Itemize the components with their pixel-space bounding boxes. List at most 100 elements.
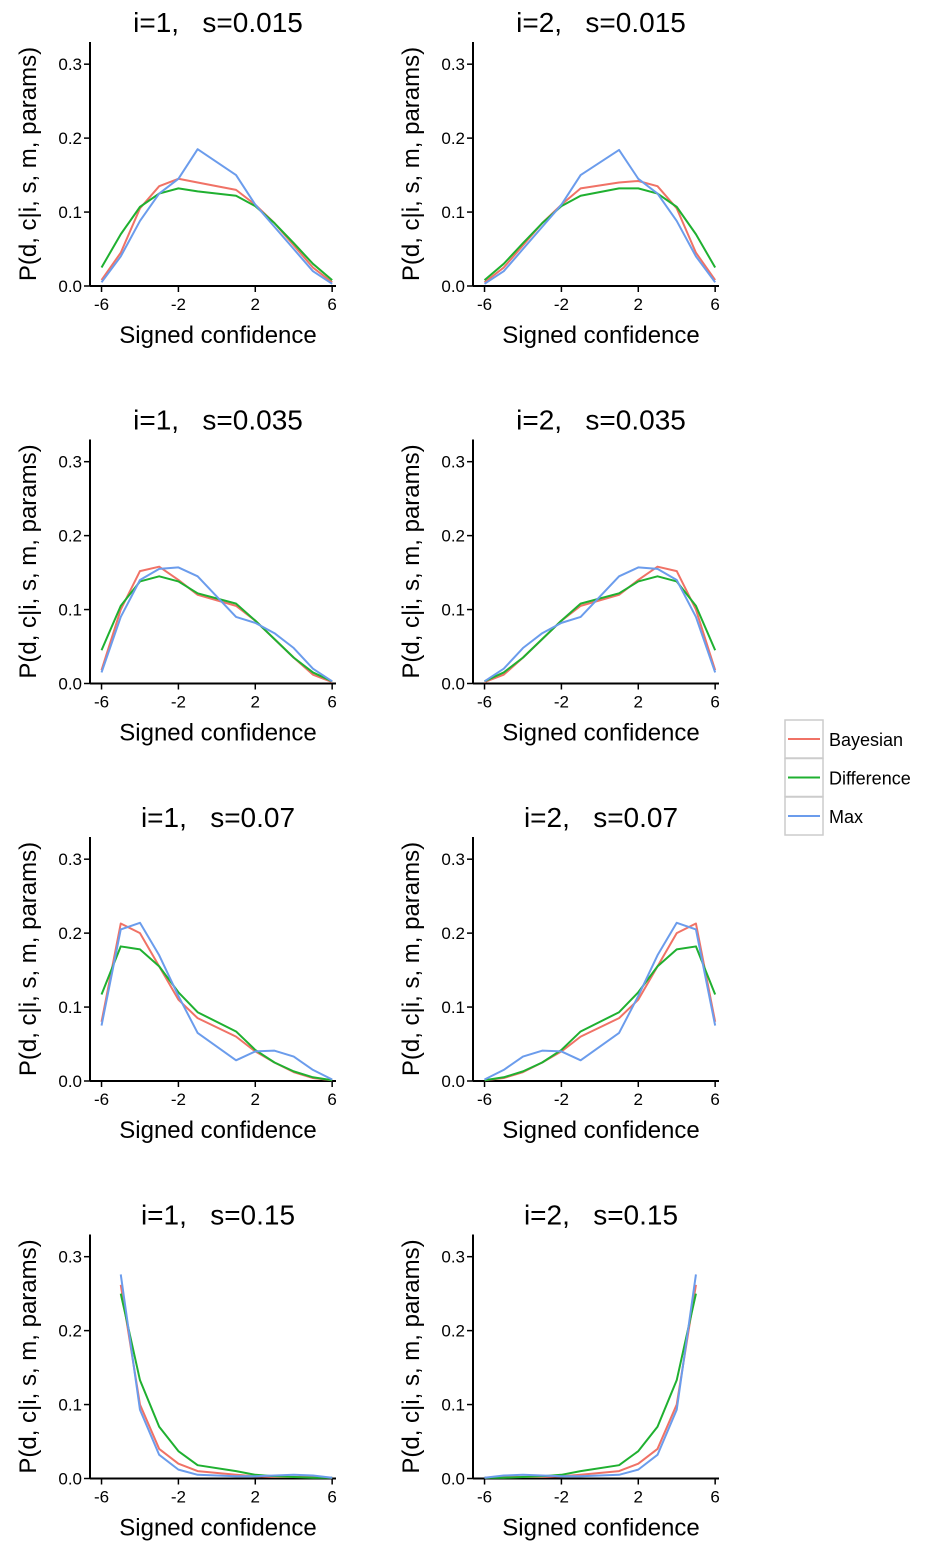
legend-label: Max	[829, 807, 863, 827]
x-tick-label: -6	[477, 295, 492, 314]
x-axis-label: Signed confidence	[502, 1515, 699, 1542]
x-axis-label: Signed confidence	[502, 720, 699, 747]
x-tick-label: -2	[554, 1488, 569, 1507]
x-tick-label: 6	[327, 1488, 336, 1507]
panel-title: i=2, s=0.07	[524, 802, 678, 833]
x-tick-label: -6	[477, 1090, 492, 1109]
y-tick-label: 0.3	[441, 1248, 465, 1267]
y-tick-label: 0.2	[58, 527, 82, 546]
x-tick-label: -2	[171, 295, 186, 314]
series-line	[100, 187, 333, 281]
y-tick-label: 0.1	[58, 998, 82, 1017]
x-tick-label: 6	[710, 1488, 719, 1507]
x-tick-label: -6	[94, 1090, 109, 1109]
panel: i=1, s=0.035 0.0 0.1 0.2 0.3 -6 -2 2 6 Signed con…	[15, 405, 337, 747]
y-tick-label: 0.2	[58, 129, 82, 148]
x-axis-label: Signed confidence	[502, 1117, 699, 1144]
x-tick-label: 2	[251, 295, 260, 314]
series-line	[100, 922, 333, 1082]
panel-title: i=1, s=0.07	[141, 802, 295, 833]
x-tick-label: 6	[327, 1090, 336, 1109]
y-tick-label: 0.0	[58, 1470, 82, 1489]
y-axis-label: P(d, c|i, s, m, params)	[398, 842, 425, 1076]
x-tick-label: 2	[251, 1488, 260, 1507]
x-tick-label: -2	[171, 1090, 186, 1109]
legend-label: Difference	[829, 769, 911, 789]
y-tick-label: 0.2	[441, 527, 465, 546]
series-line	[484, 565, 717, 683]
y-tick-label: 0.3	[58, 850, 82, 869]
y-tick-label: 0.0	[441, 1470, 465, 1489]
legend: Bayesian Difference Max	[784, 719, 911, 836]
y-tick-label: 0.1	[441, 1396, 465, 1415]
y-tick-label: 0.1	[58, 1396, 82, 1415]
y-tick-label: 0.3	[58, 453, 82, 472]
y-tick-label: 0.3	[441, 55, 465, 74]
series-line	[100, 575, 333, 683]
y-tick-label: 0.1	[58, 601, 82, 620]
series-line	[100, 566, 333, 683]
y-tick-label: 0.3	[58, 1248, 82, 1267]
x-tick-label: -6	[94, 693, 109, 712]
x-tick-label: 6	[710, 693, 719, 712]
panel-title: i=2, s=0.15	[524, 1200, 678, 1231]
panel: i=2, s=0.035 0.0 0.1 0.2 0.3 -6 -2 2 6 Signed con…	[398, 405, 720, 747]
panel: i=2, s=0.15 0.0 0.1 0.2 0.3 -6 -2 2 6 Signed conf…	[398, 1200, 720, 1542]
series-line	[119, 1293, 333, 1479]
y-tick-label: 0.1	[441, 203, 465, 222]
series-line	[483, 180, 716, 284]
x-tick-label: -2	[554, 1090, 569, 1109]
panel: i=2, s=0.015 0.0 0.1 0.2 0.3 -6 -2 2 6 Signed con…	[398, 7, 720, 349]
y-tick-label: 0.0	[58, 277, 82, 296]
series-line	[484, 945, 717, 1082]
x-tick-label: -6	[477, 693, 492, 712]
y-tick-label: 0.0	[441, 1072, 465, 1091]
y-tick-label: 0.0	[441, 277, 465, 296]
series-line	[483, 566, 717, 683]
x-axis-label: Signed confidence	[119, 1515, 316, 1542]
y-axis-label: P(d, c|i, s, m, params)	[398, 1239, 425, 1473]
x-tick-label: 2	[634, 1090, 643, 1109]
y-tick-label: 0.2	[441, 129, 465, 148]
series-line	[484, 1274, 697, 1479]
series-line	[100, 921, 333, 1081]
x-axis-label: Signed confidence	[119, 720, 316, 747]
y-tick-label: 0.0	[58, 675, 82, 694]
x-tick-label: 2	[251, 693, 260, 712]
panel-title: i=1, s=0.015	[133, 7, 303, 38]
y-tick-label: 0.0	[441, 675, 465, 694]
x-tick-label: 6	[710, 1090, 719, 1109]
series-line	[119, 1284, 333, 1479]
y-tick-label: 0.2	[58, 1322, 82, 1341]
series-line	[100, 177, 333, 284]
y-tick-label: 0.1	[441, 998, 465, 1017]
series-line	[484, 1284, 697, 1479]
y-axis-label: P(d, c|i, s, m, params)	[15, 1239, 42, 1473]
x-axis-label: Signed confidence	[119, 322, 316, 349]
x-tick-label: 6	[327, 693, 336, 712]
legend-label: Bayesian	[829, 730, 903, 750]
y-axis-label: P(d, c|i, s, m, params)	[398, 444, 425, 678]
y-tick-label: 0.2	[58, 924, 82, 943]
x-tick-label: -2	[171, 693, 186, 712]
x-axis-label: Signed confidence	[502, 322, 699, 349]
series-line	[484, 922, 717, 1082]
x-tick-label: -6	[94, 1488, 109, 1507]
y-tick-label: 0.3	[441, 453, 465, 472]
y-axis-label: P(d, c|i, s, m, params)	[15, 47, 42, 281]
x-axis-label: Signed confidence	[119, 1117, 316, 1144]
x-tick-label: 2	[251, 1090, 260, 1109]
panel-title: i=2, s=0.015	[516, 7, 686, 38]
y-axis-label: P(d, c|i, s, m, params)	[15, 444, 42, 678]
y-axis-label: P(d, c|i, s, m, params)	[398, 47, 425, 281]
x-tick-label: 6	[710, 295, 719, 314]
series-line	[100, 945, 333, 1082]
y-tick-label: 0.3	[58, 55, 82, 74]
x-tick-label: -2	[171, 1488, 186, 1507]
panel-title: i=1, s=0.15	[141, 1200, 295, 1231]
series-line	[100, 565, 333, 683]
panel: i=2, s=0.07 0.0 0.1 0.2 0.3 -6 -2 2 6 Signed conf…	[398, 802, 720, 1144]
series-line	[484, 921, 717, 1081]
x-tick-label: 6	[327, 295, 336, 314]
